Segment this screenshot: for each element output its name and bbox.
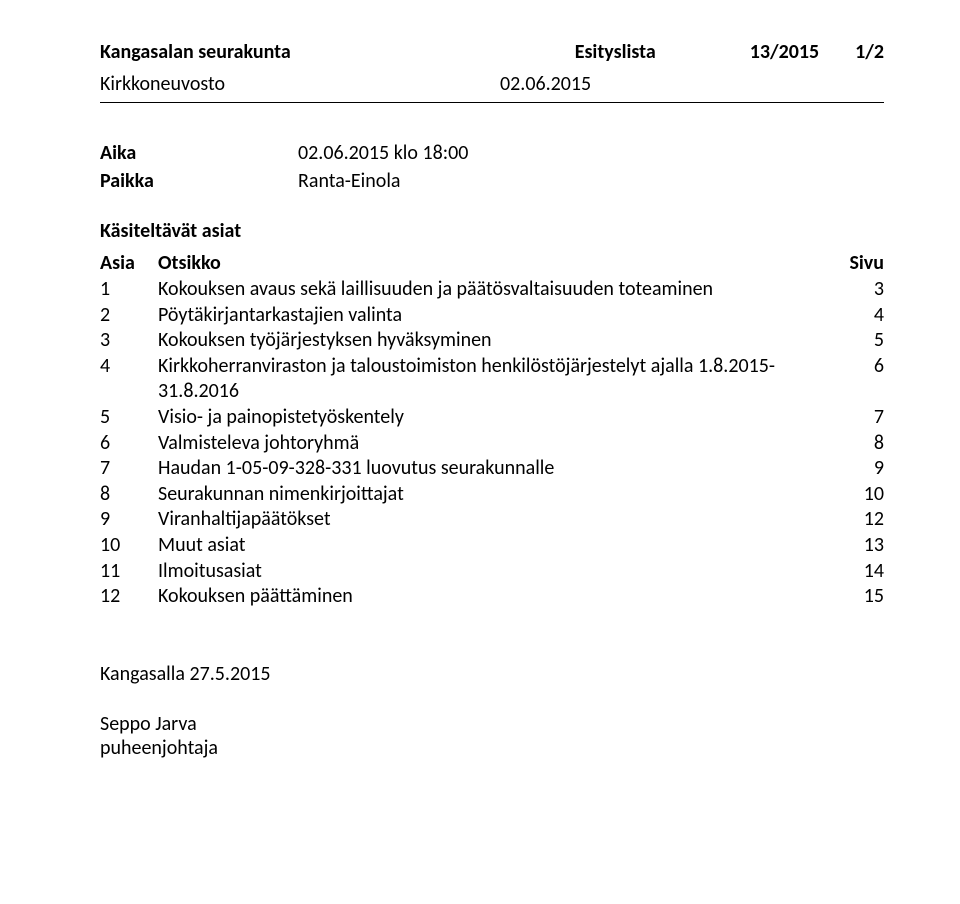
agenda-item-title: Haudan 1-05-09-328-331 luovutus seurakun… — [158, 456, 824, 482]
agenda-section-title: Käsiteltävät asiat — [100, 219, 884, 243]
agenda-item-number: 3 — [100, 328, 158, 354]
agenda-item-page: 3 — [824, 277, 884, 303]
agenda-item: 5Visio- ja painopistetyöskentely7 — [100, 405, 884, 431]
agenda-item-number: 11 — [100, 559, 158, 585]
agenda-col-num: Asia — [100, 251, 158, 275]
agenda-item-number: 12 — [100, 584, 158, 610]
place-value: Ranta-Einola — [298, 169, 884, 193]
agenda-item: 2Pöytäkirjantarkastajien valinta4 — [100, 303, 884, 329]
footer-signer-name: Seppo Jarva — [100, 712, 884, 736]
footer-signer-role: puheenjohtaja — [100, 736, 884, 760]
agenda-item-number: 10 — [100, 533, 158, 559]
footer-block: Kangasalla 27.5.2015 Seppo Jarva puheenj… — [100, 662, 884, 760]
time-label: Aika — [100, 141, 298, 165]
body-name: Kirkkoneuvosto — [100, 72, 500, 96]
agenda-item-page: 12 — [824, 507, 884, 533]
agenda-item: 10Muut asiat13 — [100, 533, 884, 559]
agenda-item-page: 7 — [824, 405, 884, 431]
agenda-header-row: Asia Otsikko Sivu — [100, 251, 884, 275]
agenda-item-page: 9 — [824, 456, 884, 482]
meta-block: Aika 02.06.2015 klo 18:00 Paikka Ranta-E… — [100, 141, 884, 193]
agenda-item: 6Valmisteleva johtoryhmä8 — [100, 431, 884, 457]
footer-place-date: Kangasalla 27.5.2015 — [100, 662, 884, 686]
agenda-col-title: Otsikko — [158, 251, 824, 275]
agenda-item-number: 6 — [100, 431, 158, 457]
header-row: Kangasalan seurakunta Esityslista 13/201… — [100, 40, 884, 64]
agenda-rows: 1Kokouksen avaus sekä laillisuuden ja pä… — [100, 277, 884, 610]
org-name: Kangasalan seurakunta — [100, 40, 291, 64]
agenda-item-number: 1 — [100, 277, 158, 303]
subheader-row: Kirkkoneuvosto 02.06.2015 — [100, 72, 884, 103]
agenda-item-title: Ilmoitusasiat — [158, 559, 824, 585]
doc-type: Esityslista — [575, 40, 656, 64]
agenda-item: 12Kokouksen päättäminen15 — [100, 584, 884, 610]
agenda-item-number: 5 — [100, 405, 158, 431]
agenda-item: 1Kokouksen avaus sekä laillisuuden ja pä… — [100, 277, 884, 303]
agenda-item-title: Viranhaltijapäätökset — [158, 507, 824, 533]
agenda-item-title: Kirkkoherranviraston ja taloustoimiston … — [158, 354, 824, 405]
agenda-item-title: Kokouksen työjärjestyksen hyväksyminen — [158, 328, 824, 354]
agenda-item-number: 4 — [100, 354, 158, 405]
agenda-item-page: 4 — [824, 303, 884, 329]
agenda-item-title: Valmisteleva johtoryhmä — [158, 431, 824, 457]
agenda-item-title: Pöytäkirjantarkastajien valinta — [158, 303, 824, 329]
agenda-item-title: Visio- ja painopistetyöskentely — [158, 405, 824, 431]
agenda-item: 3Kokouksen työjärjestyksen hyväksyminen5 — [100, 328, 884, 354]
time-row: Aika 02.06.2015 klo 18:00 — [100, 141, 884, 165]
meeting-date: 02.06.2015 — [500, 72, 591, 96]
agenda-item-title: Seurakunnan nimenkirjoittajat — [158, 482, 824, 508]
agenda-item-title: Kokouksen avaus sekä laillisuuden ja pää… — [158, 277, 824, 303]
agenda-item: 4Kirkkoherranviraston ja taloustoimiston… — [100, 354, 884, 405]
agenda-item: 8Seurakunnan nimenkirjoittajat10 — [100, 482, 884, 508]
document-page: Kangasalan seurakunta Esityslista 13/201… — [0, 0, 960, 904]
agenda-col-page: Sivu — [824, 251, 884, 275]
agenda-item-page: 8 — [824, 431, 884, 457]
agenda-item: 7Haudan 1-05-09-328-331 luovutus seuraku… — [100, 456, 884, 482]
agenda-item-page: 14 — [824, 559, 884, 585]
agenda-item-number: 8 — [100, 482, 158, 508]
agenda-item: 9Viranhaltijapäätökset12 — [100, 507, 884, 533]
agenda-item-title: Muut asiat — [158, 533, 824, 559]
agenda-item-page: 6 — [824, 354, 884, 405]
agenda-item: 11Ilmoitusasiat14 — [100, 559, 884, 585]
agenda-item-number: 7 — [100, 456, 158, 482]
agenda-item-number: 2 — [100, 303, 158, 329]
agenda-item-page: 13 — [824, 533, 884, 559]
place-label: Paikka — [100, 169, 298, 193]
agenda-item-number: 9 — [100, 507, 158, 533]
agenda-item-page: 10 — [824, 482, 884, 508]
place-row: Paikka Ranta-Einola — [100, 169, 884, 193]
agenda-item-title: Kokouksen päättäminen — [158, 584, 824, 610]
time-value: 02.06.2015 klo 18:00 — [298, 141, 884, 165]
page-indicator: 1/2 — [855, 40, 884, 64]
agenda-item-page: 5 — [824, 328, 884, 354]
doc-number: 13/2015 — [750, 40, 819, 64]
header-right: 13/2015 1/2 — [750, 40, 884, 64]
agenda-item-page: 15 — [824, 584, 884, 610]
